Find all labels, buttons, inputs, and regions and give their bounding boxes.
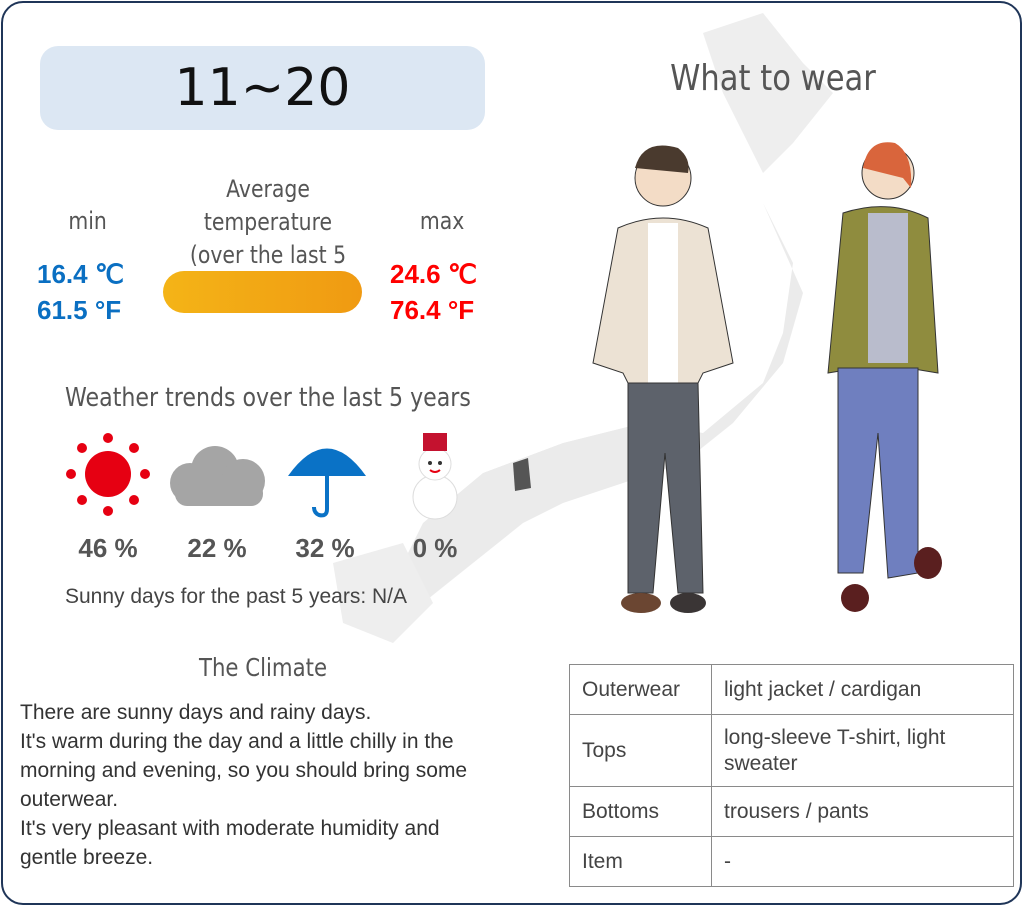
climate-heading: The Climate bbox=[198, 653, 328, 682]
row-label: Bottoms bbox=[569, 786, 712, 837]
min-fahrenheit: 61.5 °F bbox=[37, 295, 122, 325]
row-value: light jacket / cardigan bbox=[711, 664, 1014, 715]
table-row: Item - bbox=[569, 836, 1014, 887]
row-label: Tops bbox=[569, 714, 712, 787]
row-value: trousers / pants bbox=[711, 786, 1014, 837]
weather-trends-heading: Weather trends over the last 5 years bbox=[65, 383, 471, 413]
climate-line: It's very pleasant with moderate humidit… bbox=[20, 817, 440, 869]
what-to-wear-heading: What to wear bbox=[670, 58, 876, 99]
climate-line: It's warm during the day and a little ch… bbox=[20, 730, 468, 811]
clothing-table: Outerwear light jacket / cardigan Tops lon… bbox=[569, 664, 1014, 887]
row-value: long-sleeve T-shirt, light sweater bbox=[711, 714, 1014, 787]
woman-figure bbox=[827, 142, 942, 612]
umbrella-icon bbox=[288, 448, 366, 518]
row-label: Outerwear bbox=[569, 664, 712, 715]
max-label: max bbox=[419, 207, 465, 235]
cloudy-percent: 22 % bbox=[187, 533, 247, 563]
japan-map-background bbox=[333, 13, 833, 643]
table-row: Bottoms trousers / pants bbox=[569, 786, 1014, 837]
row-value: - bbox=[711, 836, 1014, 887]
temperature-bar bbox=[163, 271, 362, 313]
date-range-title: 11~20 bbox=[40, 46, 485, 130]
snowy-percent: 0 % bbox=[412, 533, 458, 563]
sunny-days-text: Sunny days for the past 5 years: N/A bbox=[65, 585, 408, 608]
max-fahrenheit: 76.4 °F bbox=[390, 295, 475, 325]
cloud-icon bbox=[170, 446, 265, 506]
row-label: Item bbox=[569, 836, 712, 887]
table-row: Outerwear light jacket / cardigan bbox=[569, 664, 1014, 715]
rainy-percent: 32 % bbox=[295, 533, 355, 563]
min-celsius: 16.4 ℃ bbox=[37, 259, 125, 289]
clothing-illustration bbox=[592, 142, 942, 613]
climate-description: There are sunny days and rainy days. It'… bbox=[20, 698, 500, 872]
man-figure bbox=[592, 145, 734, 613]
snowman-icon bbox=[412, 433, 458, 520]
sun-icon bbox=[66, 433, 150, 516]
avg-temp-heading-line1: Average temperature bbox=[203, 175, 333, 236]
table-row: Tops long-sleeve T-shirt, light sweater bbox=[569, 714, 1014, 787]
max-celsius: 24.6 ℃ bbox=[390, 259, 478, 289]
min-label: min bbox=[68, 207, 107, 235]
sunny-percent: 46 % bbox=[78, 533, 138, 563]
climate-line: There are sunny days and rainy days. bbox=[20, 701, 372, 724]
